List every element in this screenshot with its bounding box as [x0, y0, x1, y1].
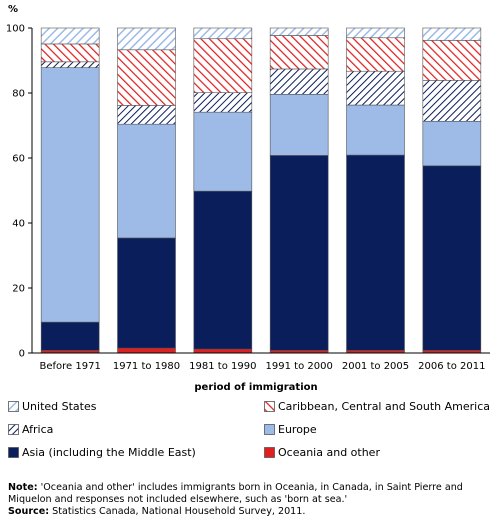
bar-segment — [269, 68, 329, 95]
bar-segment — [269, 94, 329, 156]
legend-label: United States — [22, 400, 97, 413]
bar-segment — [117, 237, 176, 349]
y-tick-label: 0 — [19, 349, 25, 360]
y-tick-label: 40 — [12, 219, 25, 230]
bar-segment — [269, 27, 329, 36]
bar-segment — [40, 61, 100, 68]
legend-swatch — [264, 423, 275, 435]
bar-segment — [193, 348, 253, 354]
bar-segment — [346, 104, 405, 156]
legend-item: Caribbean, Central and South America — [264, 400, 490, 413]
legend-swatch — [8, 446, 19, 458]
bar-segment — [193, 38, 253, 93]
x-tick-label: 2001 to 2005 — [342, 361, 409, 372]
x-tick-label: 1981 to 1990 — [189, 361, 256, 372]
legend-swatch-fill — [264, 400, 275, 412]
bar-stack — [40, 27, 100, 354]
bar-segment — [346, 37, 405, 72]
legend-label: Oceania and other — [278, 446, 380, 459]
source-body: Statistics Canada, National Household Su… — [49, 506, 306, 517]
legend-swatch-fill — [8, 400, 19, 412]
note-text: Note: 'Oceania and other' includes immig… — [8, 482, 488, 506]
bar-segment — [346, 70, 405, 106]
y-axis: 0 20 40 60 80 100 — [6, 24, 33, 360]
source-label: Source: — [8, 506, 50, 517]
bar-segment — [40, 67, 100, 323]
stacked-bar-chart: % 0 20 40 60 80 100 Before 1971 1971 to 1980 19… — [6, 4, 490, 393]
bar-segment — [422, 40, 482, 81]
legend-label: Caribbean, Central and South America — [278, 400, 491, 413]
x-tick-label: 2006 to 2011 — [418, 361, 485, 372]
bar-segment — [193, 92, 253, 113]
bar-segment — [269, 155, 329, 351]
bar-segment — [422, 165, 482, 351]
bar-segment — [40, 27, 100, 45]
legend-item: Europe — [264, 423, 317, 436]
legend-item: Africa — [8, 423, 53, 436]
note-label: Note: — [8, 482, 38, 493]
y-tick-label: 20 — [12, 284, 25, 295]
legend-item: Oceania and other — [264, 446, 380, 459]
bar-segment — [346, 27, 405, 39]
legend-label: Asia (including the Middle East) — [22, 446, 196, 459]
bar-segment — [193, 190, 253, 350]
bar-segment — [40, 321, 100, 351]
legend-swatch — [264, 400, 275, 412]
bar-stack — [269, 27, 329, 354]
y-tick-label: 60 — [12, 154, 25, 165]
bar-segment — [117, 49, 176, 106]
bar-segment — [269, 35, 329, 70]
x-tick-label: 1971 to 1980 — [113, 361, 180, 372]
legend-swatch — [8, 400, 19, 412]
legend-swatch-fill — [8, 423, 19, 435]
source-text: Source: Statistics Canada, National Hous… — [8, 506, 488, 518]
legend-swatch-fill — [8, 446, 19, 458]
bar-segment — [193, 111, 253, 192]
bar-segment — [117, 123, 176, 239]
bar-segment — [346, 154, 405, 351]
y-tick-label: 100 — [6, 24, 25, 35]
note-body: 'Oceania and other' includes immigrants … — [8, 482, 463, 505]
legend-label: Africa — [22, 423, 54, 436]
y-tick-label: 80 — [12, 89, 25, 100]
legend: United States Caribbean, Central and Sout… — [8, 400, 494, 470]
legend-item: United States — [8, 400, 97, 413]
legend-swatch-fill — [264, 423, 275, 435]
bar-segment — [40, 43, 100, 63]
bar-segment — [422, 120, 482, 167]
bar-segment — [422, 27, 482, 41]
x-tick-label: Before 1971 — [40, 361, 101, 372]
legend-swatch-fill — [264, 446, 275, 458]
bar-stack — [117, 27, 176, 354]
x-axis: Before 1971 1971 to 1980 1981 to 1990 1991 … — [32, 352, 490, 372]
bar-segment — [117, 105, 176, 125]
legend-item: Asia (including the Middle East) — [8, 446, 196, 459]
y-axis-title: % — [8, 4, 18, 15]
footnote: Note: 'Oceania and other' includes immig… — [8, 482, 488, 518]
bar-stack — [346, 27, 405, 354]
bar-segment — [422, 80, 482, 122]
bar-stack — [193, 27, 253, 354]
x-axis-title: period of immigration — [194, 382, 317, 393]
legend-label: Europe — [278, 423, 317, 436]
bar-segment — [117, 347, 176, 354]
x-tick-label: 1991 to 2000 — [266, 361, 333, 372]
legend-swatch — [8, 423, 19, 435]
legend-swatch — [264, 446, 275, 458]
bars — [40, 27, 482, 354]
bar-segment — [193, 27, 253, 40]
bar-segment — [117, 27, 176, 51]
bar-stack — [422, 27, 482, 354]
